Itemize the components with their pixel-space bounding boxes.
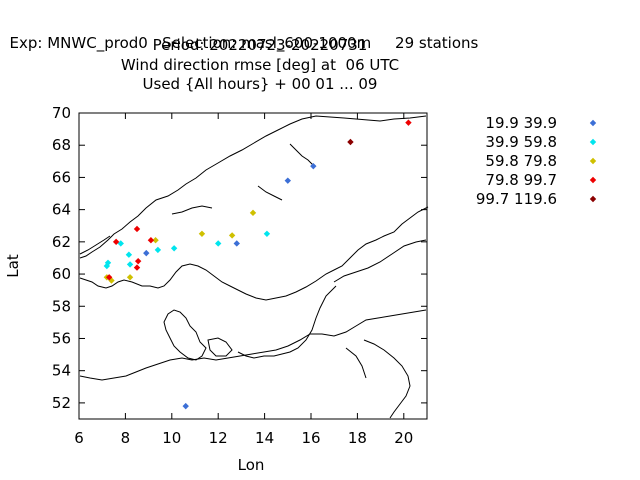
y-tick-label: 70 <box>52 104 71 122</box>
data-point <box>182 402 189 410</box>
data-point <box>117 240 124 247</box>
coastline-map <box>79 115 429 419</box>
legend-marker <box>589 195 597 203</box>
data-point <box>103 262 111 270</box>
x-tick-label: 8 <box>121 429 131 447</box>
data-point <box>284 177 291 184</box>
x-tick-label: 16 <box>301 429 320 447</box>
x-axis-label: Lon <box>238 456 265 474</box>
legend-entry-label: 99.7 119.6 <box>476 190 557 208</box>
period-label: Period: 20220723-20220731 <box>152 36 368 54</box>
data-point <box>198 230 206 237</box>
data-point <box>126 274 134 281</box>
data-point <box>233 240 240 247</box>
selection-label: Selection: masl_600-1000m <box>162 34 372 52</box>
data-point <box>263 230 271 237</box>
x-tick-label: 14 <box>255 429 274 447</box>
y-tick-label: 56 <box>52 329 71 347</box>
legend-entry-label: 59.8 79.8 <box>485 152 557 170</box>
y-tick-label: 52 <box>52 394 71 412</box>
legend-marker <box>589 157 597 165</box>
variable-title: Wind direction rmse [deg] at 06 UTC <box>120 56 400 74</box>
data-point <box>170 245 178 252</box>
x-tick-label: 6 <box>74 429 84 447</box>
data-point <box>134 257 142 265</box>
data-point <box>147 237 155 244</box>
y-tick-label: 64 <box>52 201 71 219</box>
station-count-label: 29 stations <box>395 34 479 52</box>
data-point <box>105 274 113 281</box>
plot-frame <box>78 112 428 420</box>
data-point <box>152 237 159 244</box>
y-tick-label: 62 <box>52 233 71 251</box>
data-point <box>249 209 257 217</box>
used-hours-label: Used {All hours} + 00 01 ... 09 <box>142 75 378 93</box>
legend-marker <box>589 176 597 184</box>
data-point <box>112 238 120 246</box>
data-point <box>347 138 354 146</box>
x-tick-label: 18 <box>348 429 367 447</box>
data-point <box>154 246 162 254</box>
legend: 19.9 39.939.9 59.859.8 79.879.8 99.799.7… <box>476 114 597 208</box>
chart-header-line: Exp: MNWC_prod0 Selection: masl_600-1000… <box>0 16 640 52</box>
data-point <box>405 119 412 126</box>
experiment-label: Exp: MNWC_prod0 <box>9 34 148 52</box>
data-point <box>133 225 141 233</box>
legend-entry-label: 79.8 99.7 <box>485 171 557 189</box>
data-point <box>143 249 150 257</box>
x-tick-label: 10 <box>162 429 181 447</box>
data-point <box>310 162 317 170</box>
x-tick-label: 20 <box>394 429 413 447</box>
data-point <box>215 240 222 247</box>
axis-ticks <box>78 112 427 419</box>
data-point <box>133 264 141 271</box>
legend-entry-label: 39.9 59.8 <box>485 133 557 151</box>
y-tick-label: 66 <box>52 168 71 186</box>
data-point <box>126 261 134 268</box>
data-point <box>125 251 133 258</box>
y-tick-label: 54 <box>52 362 71 380</box>
y-tick-label: 68 <box>52 136 71 154</box>
data-point <box>228 232 236 239</box>
legend-marker <box>589 119 597 127</box>
y-tick-label: 60 <box>52 265 71 283</box>
legend-entry-label: 19.9 39.9 <box>485 114 557 132</box>
x-tick-label: 12 <box>209 429 228 447</box>
plot-border <box>78 112 428 420</box>
y-tick-label: 58 <box>52 297 71 315</box>
y-axis-label: Lat <box>4 254 22 278</box>
legend-marker <box>589 138 597 146</box>
data-point <box>108 277 115 284</box>
data-point <box>104 259 112 266</box>
data-points <box>103 119 412 410</box>
